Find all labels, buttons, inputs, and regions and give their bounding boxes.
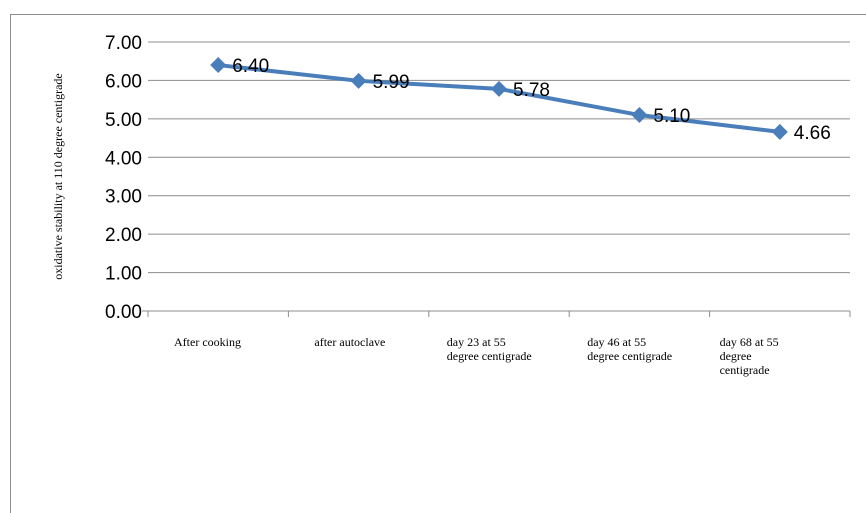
y-axis-title: oxidative stability at 110 degree centig… [51, 73, 65, 279]
data-point-marker [491, 80, 507, 97]
chart-frame [10, 14, 866, 513]
y-tick-label: 2.00 [105, 225, 142, 246]
x-category-label: day 68 at 55 degree centigrade [720, 335, 779, 377]
y-tick-label: 7.00 [105, 33, 142, 54]
y-tick-label: 1.00 [105, 264, 142, 285]
x-category-label: after autoclave [314, 335, 385, 349]
data-point-marker [771, 123, 788, 140]
data-label: 5.10 [653, 106, 690, 127]
data-label: 5.78 [513, 80, 550, 101]
y-tick-label: 5.00 [105, 110, 142, 131]
y-tick-label: 6.00 [105, 71, 142, 92]
data-label: 5.99 [373, 72, 410, 93]
data-label: 6.40 [232, 56, 269, 77]
x-category-label: day 46 at 55 degree centigrade [587, 335, 672, 363]
y-tick-label: 4.00 [105, 148, 142, 169]
data-label: 4.66 [794, 123, 831, 144]
y-tick-label: 3.00 [105, 187, 142, 208]
data-point-marker [210, 57, 227, 74]
x-category-label: After cooking [174, 335, 241, 349]
data-point-marker [631, 107, 648, 124]
x-category-label: day 23 at 55 degree centigrade [447, 335, 532, 363]
y-tick-label: 0.00 [105, 302, 142, 323]
series-line [217, 63, 781, 134]
data-point-marker [350, 72, 367, 89]
